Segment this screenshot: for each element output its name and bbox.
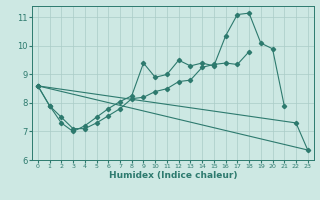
X-axis label: Humidex (Indice chaleur): Humidex (Indice chaleur) xyxy=(108,171,237,180)
